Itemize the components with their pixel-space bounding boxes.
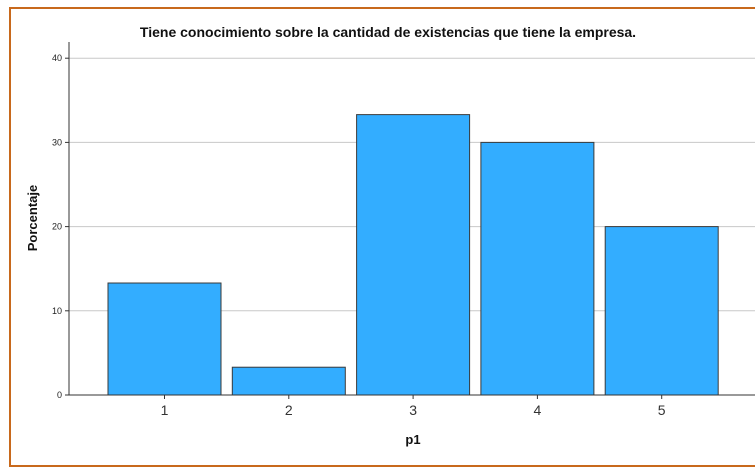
x-tick-label: 5 (658, 402, 666, 418)
y-tick-label: 30 (52, 137, 62, 147)
y-tick-label: 20 (52, 222, 62, 232)
y-ticks: 0 10 20 30 40 (52, 53, 69, 400)
x-tick-label: 1 (161, 402, 169, 418)
x-tick-label: 3 (409, 402, 417, 418)
bar-1 (107, 282, 222, 396)
x-tick-label: 4 (534, 402, 542, 418)
bars (107, 114, 719, 396)
bar-4 (480, 141, 595, 396)
x-ticks: 1 2 3 4 5 (161, 395, 666, 418)
bar-chart: Tiene conocimiento sobre la cantidad de … (25, 24, 755, 447)
y-axis-label: Porcentaje (25, 185, 40, 251)
y-tick-label: 40 (52, 53, 62, 63)
bar-3 (356, 114, 471, 396)
bar-2 (231, 366, 346, 396)
y-tick-label: 10 (52, 306, 62, 316)
chart-title: Tiene conocimiento sobre la cantidad de … (140, 24, 636, 40)
x-axis-label: p1 (405, 432, 420, 447)
bar-5 (604, 226, 719, 396)
y-tick-label: 0 (57, 390, 62, 400)
x-tick-label: 2 (285, 402, 293, 418)
